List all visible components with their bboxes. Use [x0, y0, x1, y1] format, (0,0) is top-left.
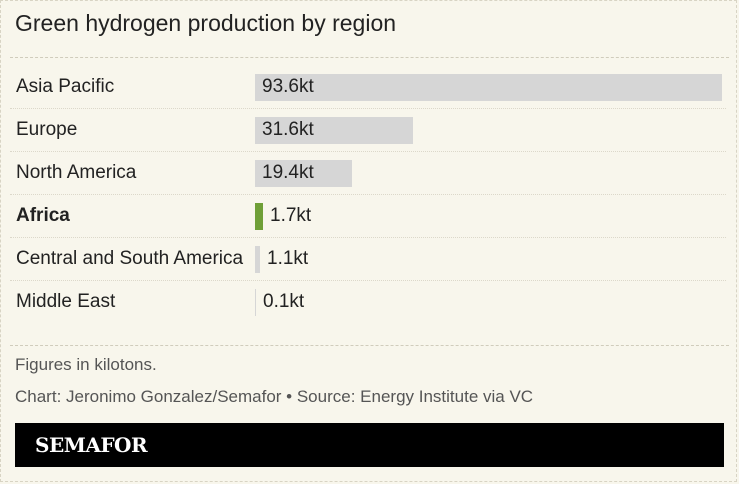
semafor-logo: SEMAFOR	[35, 433, 148, 457]
units-note: Figures in kilotons.	[15, 355, 157, 374]
footer-bar: SEMAFOR	[15, 423, 724, 467]
bottom-divider	[10, 345, 729, 346]
bar	[255, 117, 413, 144]
category-label: North America	[16, 162, 137, 183]
bar-rows: Asia Pacific 93.6kt Europe 31.6kt North Amer…	[10, 66, 726, 324]
value-label: 1.7kt	[270, 205, 312, 226]
category-label: Middle East	[16, 291, 116, 312]
value-label: 1.1kt	[267, 248, 309, 269]
source-credit: Chart: Jeronimo Gonzalez/Semafor • Sourc…	[15, 387, 534, 406]
chart-row: Middle East 0.1kt	[10, 281, 726, 324]
chart-row: Europe 31.6kt	[10, 109, 726, 152]
chart-row: Asia Pacific 93.6kt	[10, 66, 726, 109]
category-label: Asia Pacific	[16, 76, 115, 97]
value-label: 19.4kt	[262, 162, 314, 183]
top-divider	[10, 57, 729, 58]
bar	[255, 289, 256, 316]
bar	[255, 246, 260, 273]
bar	[255, 203, 263, 230]
value-label: 31.6kt	[262, 119, 314, 140]
chart-row: North America 19.4kt	[10, 152, 726, 195]
bar	[255, 160, 352, 187]
category-label: Europe	[16, 119, 78, 140]
bar	[255, 74, 722, 101]
value-label: 0.1kt	[263, 291, 305, 312]
value-label: 93.6kt	[262, 76, 314, 97]
chart-title: Green hydrogen production by region	[15, 10, 397, 36]
chart-row: Africa 1.7kt	[10, 195, 726, 238]
category-label: Africa	[16, 205, 70, 226]
chart-row: Central and South America 1.1kt	[10, 238, 726, 281]
category-label: Central and South America	[16, 248, 244, 269]
